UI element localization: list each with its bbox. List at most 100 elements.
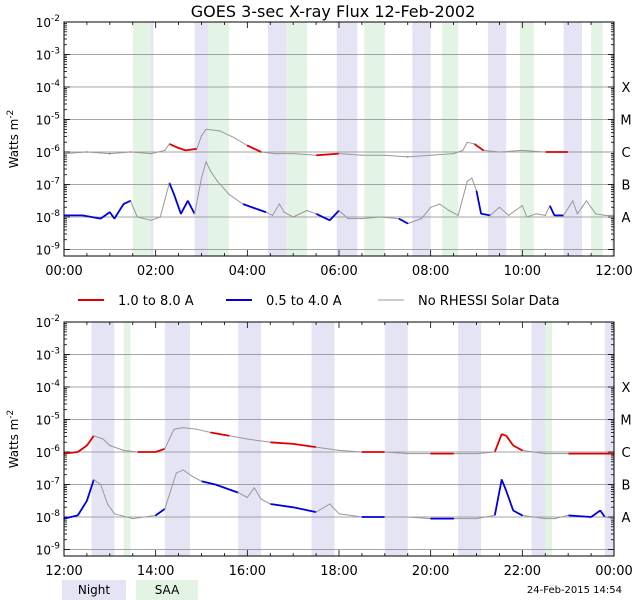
series-segment [261,151,275,155]
series-segment [293,153,317,156]
series-segment [201,161,207,179]
series-segment [489,206,500,216]
series-point [604,214,606,216]
series-point [100,218,102,220]
series-point [246,144,248,147]
series-point [466,141,468,143]
series-point [512,444,514,447]
series-point [338,209,340,212]
series-segment [475,190,482,214]
series-segment [214,483,230,491]
y-tick-label: 10-9 [36,542,61,558]
series-point [164,149,166,151]
series-point [430,518,432,520]
series-segment [150,216,161,221]
series-point [379,216,381,218]
series-segment [164,472,177,510]
series-segment [563,200,574,216]
night-band-7 [611,22,614,256]
series-segment [155,447,166,453]
series-point [501,479,503,481]
x-tick-label: 18:00 [320,564,357,579]
night-band-5 [458,322,482,556]
series-segment [256,208,266,213]
night-band-3 [336,22,358,256]
series-point [109,153,111,155]
x-tick-label: 22:00 [504,564,541,579]
series-point [361,154,363,156]
legend-long-label: 1.0 to 8.0 A [118,294,194,309]
series-segment [164,429,175,450]
series-point [306,209,308,212]
series-point [544,151,546,153]
series-segment [505,435,514,447]
series-segment [293,506,317,513]
series-point [210,431,212,434]
series-point [136,216,138,218]
series-segment [77,500,88,516]
series-point [150,153,152,155]
series-segment [246,487,255,498]
series-point [191,475,193,477]
series-point [361,516,363,518]
series-segment [150,149,165,155]
saa-band-1 [545,322,553,556]
series-point [200,177,203,179]
legend-nodata-label: No RHESSI Solar Data [418,294,560,309]
series-point [228,435,230,437]
series-segment [380,216,399,220]
series-point [269,503,271,505]
series-point [448,209,450,212]
series-point [292,443,294,445]
series-segment [168,182,175,195]
series-point [521,149,523,151]
x-tick-label: 06:00 [320,264,357,279]
series-segment [338,449,362,453]
series-point [200,135,203,137]
series-point [237,492,239,494]
series-point [420,218,423,220]
series-point [521,205,523,207]
series-segment [315,212,331,222]
series-segment [576,200,587,215]
series-segment [499,149,523,153]
x-tick-label: 00:00 [595,564,632,579]
series-point [214,483,216,486]
footer-timestamp: 24-Feb-2015 14:54 [527,585,622,596]
series-segment [86,479,95,502]
series-point [430,154,432,156]
series-point [175,472,177,474]
series-segment [114,513,133,520]
series-point [271,214,274,216]
series-segment [522,149,546,153]
series-point [159,216,161,218]
night-band-1 [194,22,209,256]
series-point [182,427,184,429]
series-segment [430,153,454,156]
y-tick-label: 10-2 [36,314,60,330]
x-tick-label: 20:00 [412,564,449,579]
series-point [210,170,212,173]
x-axis: 00:00 02:00 04:00 06:00 08:00 10:00 12:00 [45,22,633,279]
series-point [228,488,230,490]
series-segment [93,479,101,485]
flare-class-label: M [620,114,631,129]
series-point [129,200,132,202]
series-point [182,469,184,471]
series-point [471,177,473,179]
series-segment [467,177,473,182]
series-segment [430,203,440,208]
night-band-6 [563,22,582,256]
series-point [430,453,432,455]
panel-top: 10-9 10-8 10-7 10-6 10-5 10-4 10-3 10-2 Watts m-… [6,14,633,279]
series-point [265,211,267,213]
y-axis-title: Watts m-2 [6,410,21,469]
series-point [315,154,317,156]
series-point [205,128,207,130]
saa-band-3 [364,22,385,256]
series-segment [554,514,569,520]
series-segment [109,151,131,155]
series-segment [242,203,257,210]
legend-saa-box [136,580,198,600]
series-segment [247,438,271,443]
